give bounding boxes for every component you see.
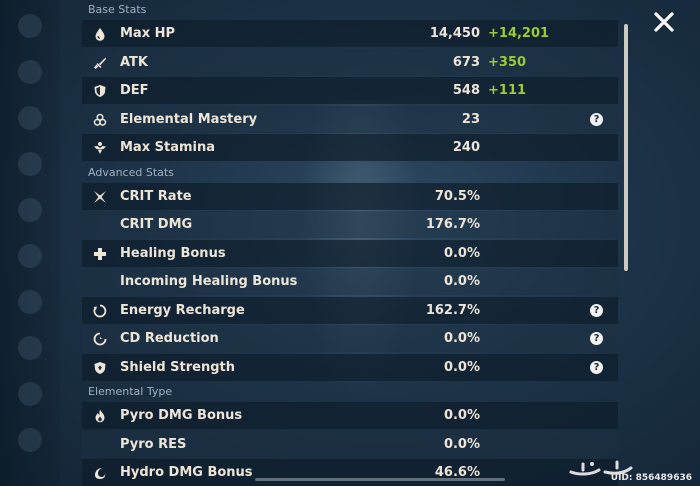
background-ghost-icon	[18, 198, 42, 222]
stat-label: Elemental Mastery	[120, 111, 258, 127]
section-header-base-stats: Base Stats	[88, 3, 147, 16]
stat-label: Pyro RES	[120, 436, 187, 452]
stat-label: CRIT DMG	[120, 217, 193, 232]
stat-row-pyro-res[interactable]: Pyro RES 0.0%	[82, 430, 618, 458]
stat-value: 176.7%	[425, 217, 480, 232]
stat-row-energy-recharge[interactable]: Energy Recharge 162.7% ?	[82, 296, 618, 324]
stat-label: Healing Bonus	[120, 245, 226, 261]
hydro-icon	[92, 465, 108, 481]
stat-label: Max Stamina	[120, 140, 215, 155]
stat-value: 162.7%	[425, 302, 480, 318]
stat-value: 0.0%	[443, 359, 480, 375]
scrollbar[interactable]	[624, 24, 628, 271]
stat-label: CRIT Rate	[120, 188, 192, 204]
sword-icon	[92, 55, 108, 71]
help-icon[interactable]: ?	[590, 332, 603, 345]
stat-row-cd-reduction[interactable]: CD Reduction 0.0% ?	[82, 325, 618, 352]
cd-reduction-icon	[92, 331, 108, 347]
stat-bonus: +14,201	[488, 26, 550, 41]
stat-label: Energy Recharge	[120, 302, 245, 318]
stat-label: Shield Strength	[120, 359, 236, 375]
background-sidebar	[0, 0, 60, 486]
stat-row-crit-dmg[interactable]: CRIT DMG 176.7%	[82, 211, 618, 238]
stat-row-max-hp[interactable]: Max HP 14,450 +14,201	[82, 20, 618, 47]
healing-cross-icon	[92, 246, 108, 262]
stat-bonus: +111	[488, 83, 527, 98]
stat-value: 0.0%	[443, 245, 480, 261]
watermark-logo	[565, 458, 645, 480]
stat-row-crit-rate[interactable]: CRIT Rate 70.5%	[82, 182, 618, 210]
background-ghost-icon	[18, 428, 42, 452]
background-ghost-icon	[18, 244, 42, 268]
stat-label: Max HP	[120, 26, 176, 41]
stat-row-shield-strength[interactable]: Shield Strength 0.0% ?	[82, 353, 618, 381]
stat-row-max-stamina[interactable]: Max Stamina 240	[82, 134, 618, 161]
crit-icon	[92, 189, 108, 205]
background-ghost-icon	[18, 106, 42, 130]
stat-label: ATK	[120, 54, 148, 70]
stat-label: Pyro DMG Bonus	[120, 408, 243, 423]
stat-label: DEF	[120, 83, 149, 98]
stat-bonus: +350	[488, 54, 527, 70]
stat-value: 14,450	[429, 26, 480, 41]
help-icon[interactable]: ?	[590, 303, 603, 317]
background-ghost-icon	[18, 14, 42, 38]
background-ghost-icon	[18, 60, 42, 84]
close-icon	[654, 12, 674, 32]
stat-label: Incoming Healing Bonus	[120, 274, 298, 289]
background-ghost-icon	[18, 336, 42, 360]
stat-value: 46.6%	[434, 465, 480, 480]
stat-value: 673	[452, 54, 480, 70]
help-icon[interactable]: ?	[590, 360, 603, 374]
stat-row-incoming-healing-bonus[interactable]: Incoming Healing Bonus 0.0%	[82, 268, 618, 295]
stat-value: 0.0%	[443, 274, 480, 289]
section-header-advanced-stats: Advanced Stats	[88, 165, 174, 179]
shield-strength-icon	[92, 360, 108, 376]
stat-value: 548	[452, 83, 480, 98]
stat-row-pyro-dmg-bonus[interactable]: Pyro DMG Bonus 0.0%	[82, 402, 618, 429]
stat-value: 0.0%	[443, 436, 480, 452]
bottom-scroll-indicator	[255, 478, 505, 481]
section-header-elemental-type: Elemental Type	[88, 385, 173, 398]
stat-label: Hydro DMG Bonus	[120, 465, 253, 480]
stat-row-atk[interactable]: ATK 673 +350	[82, 48, 618, 76]
stat-row-healing-bonus[interactable]: Healing Bonus 0.0%	[82, 239, 618, 267]
stat-value: 23	[461, 111, 480, 127]
stamina-icon	[92, 140, 108, 156]
shield-icon	[92, 83, 108, 99]
stat-value: 0.0%	[443, 408, 480, 423]
elemental-mastery-icon	[92, 112, 108, 128]
close-button[interactable]	[652, 10, 676, 34]
stat-value: 70.5%	[434, 188, 480, 204]
stat-row-hydro-dmg-bonus[interactable]: Hydro DMG Bonus 46.6%	[82, 459, 618, 486]
stat-row-elemental-mastery[interactable]: Elemental Mastery 23 ?	[82, 105, 618, 133]
help-icon[interactable]: ?	[590, 112, 603, 126]
background-ghost-icon	[18, 382, 42, 406]
stat-label: CD Reduction	[120, 331, 219, 346]
stat-value: 0.0%	[443, 331, 480, 346]
background-ghost-icon	[18, 152, 42, 176]
pyro-icon	[92, 408, 108, 424]
stat-row-def[interactable]: DEF 548 +111	[82, 77, 618, 104]
background-ghost-icon	[18, 290, 42, 314]
hp-drop-icon	[92, 26, 108, 42]
stat-value: 240	[452, 140, 480, 155]
stats-panel[interactable]: Base Stats Max HP 14,450 +14,201 ATK 673…	[82, 0, 618, 486]
energy-recharge-icon	[92, 303, 108, 319]
uid-label: UID: 856489636	[610, 473, 692, 483]
